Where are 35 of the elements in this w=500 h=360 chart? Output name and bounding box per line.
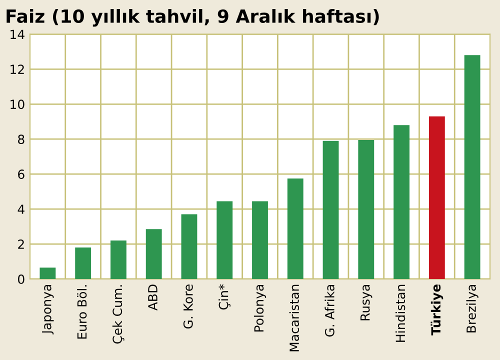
x-tick-label: Euro Böl.: [77, 285, 87, 339]
bar: [428, 116, 445, 279]
chart-title: Faiz (10 yıllık tahvil, 9 Aralık haftası): [6, 9, 379, 27]
bar: [216, 201, 233, 279]
bar: [40, 268, 56, 279]
x-tick-label: G. Kore: [183, 284, 193, 329]
y-tick-label: 0: [18, 274, 24, 284]
x-tick-label: Rusya: [360, 284, 372, 320]
bar: [358, 140, 374, 279]
y-tick-label: 12: [10, 64, 24, 74]
y-tick-label: 6: [18, 170, 24, 180]
bar: [287, 178, 304, 279]
x-tick-label: Japonya: [42, 285, 54, 334]
bar: [394, 125, 410, 279]
x-tick-label: Polonya: [254, 284, 266, 332]
y-tick-label: 8: [18, 134, 24, 144]
bar: [464, 55, 480, 279]
y-tick-label: 14: [10, 30, 24, 39]
y-tick-label: 10: [10, 100, 24, 110]
x-tick-label: G. Afrika: [324, 284, 334, 337]
bar: [146, 229, 162, 279]
x-tick-label: Çin*: [218, 284, 230, 310]
x-tick-label: Çek Cum.: [112, 285, 124, 344]
bar: [322, 140, 339, 279]
x-tick-label: Macaristan: [289, 284, 300, 352]
y-tick-label: 4: [18, 204, 24, 214]
bar: [252, 201, 268, 279]
x-tick-label: Hindistan: [395, 284, 406, 342]
x-tick-label: Türkiye: [430, 284, 444, 336]
bar: [75, 248, 92, 279]
y-tick-label: 2: [18, 240, 24, 249]
bar: [110, 240, 126, 279]
bar: [181, 214, 198, 279]
x-tick-label: ABD: [148, 284, 158, 311]
x-tick-label: Brezilya: [466, 284, 478, 332]
